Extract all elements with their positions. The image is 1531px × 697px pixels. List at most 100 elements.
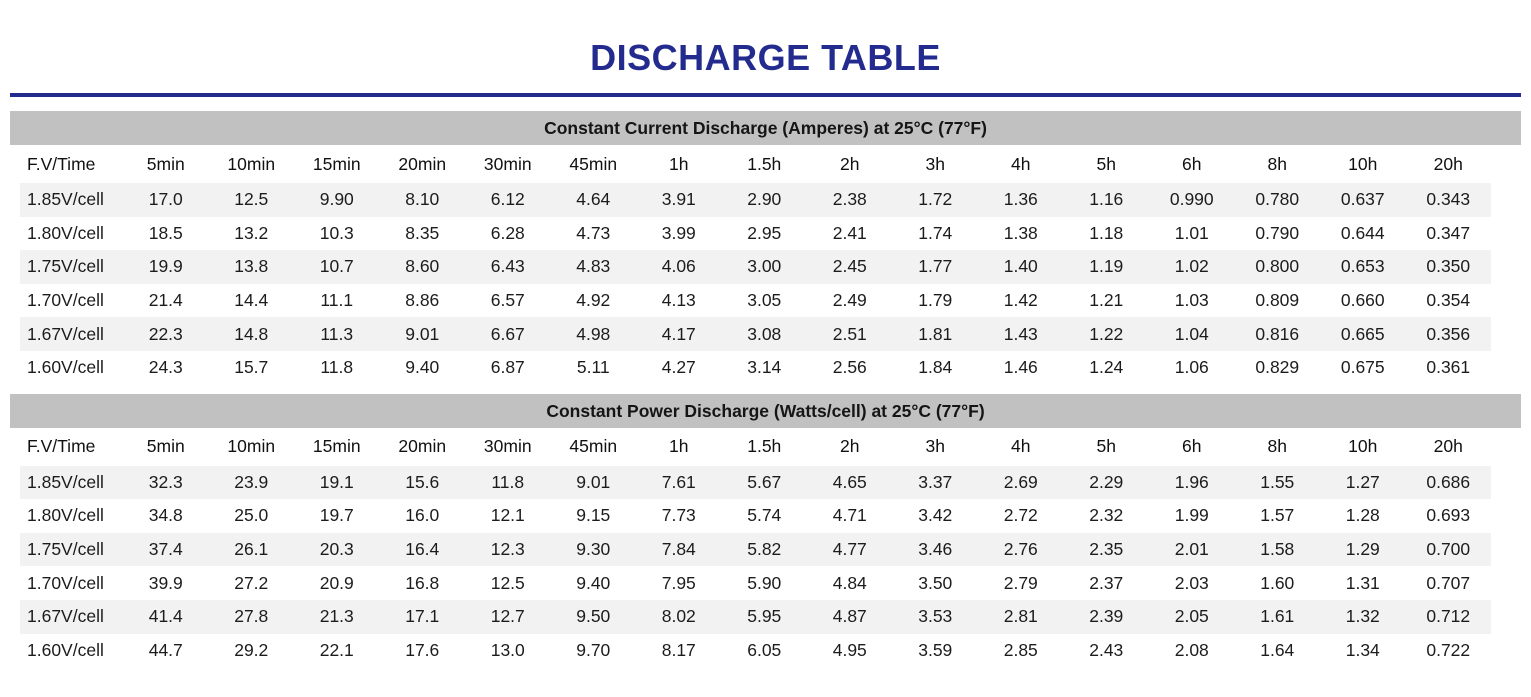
cell-value: 2.72 — [1003, 505, 1038, 526]
time-column-header: 2h — [840, 436, 860, 457]
cell-value: 1.58 — [1260, 539, 1295, 560]
cell-value: 2.03 — [1174, 572, 1209, 593]
cell-value: 2.41 — [832, 222, 867, 243]
cell-value: 1.27 — [1345, 471, 1380, 492]
cell-value: 4.06 — [661, 256, 696, 277]
section-header-constant-power: Constant Power Discharge (Watts/cell) at… — [10, 393, 1521, 428]
cell-value: 0.712 — [1426, 606, 1471, 627]
cell-value: 29.2 — [234, 639, 269, 660]
cell-value: 4.65 — [832, 471, 867, 492]
cell-value: 1.84 — [918, 357, 953, 378]
cell-value: 11.8 — [320, 357, 354, 378]
row-label: 1.75V/cell — [27, 539, 104, 560]
table-body: 1.85V/cell 17.0 12.5 9.90 8.10 6.12 4.64 3.91 2.… — [20, 183, 1491, 385]
cell-value: 1.02 — [1174, 256, 1209, 277]
cell-value: 9.01 — [405, 323, 440, 344]
cell-value: 2.76 — [1003, 539, 1038, 560]
cell-value: 1.74 — [918, 222, 953, 243]
cell-value: 9.40 — [576, 572, 611, 593]
cell-value: 2.35 — [1089, 539, 1124, 560]
cell-value: 1.43 — [1003, 323, 1038, 344]
cell-value: 0.354 — [1426, 290, 1471, 311]
cell-value: 0.343 — [1426, 189, 1471, 210]
cell-value: 13.2 — [234, 222, 269, 243]
cell-value: 1.19 — [1089, 256, 1124, 277]
cell-value: 24.3 — [148, 357, 183, 378]
time-column-header: 5h — [1096, 436, 1116, 457]
cell-value: 6.57 — [490, 290, 525, 311]
row-label: 1.70V/cell — [27, 290, 104, 311]
time-column-header: 10h — [1348, 153, 1378, 174]
table-row: 1.75V/cell 37.4 26.1 20.3 16.4 12.3 9.30 7.84 5.… — [20, 532, 1491, 567]
cell-value: 0.990 — [1169, 189, 1214, 210]
cell-value: 26.1 — [234, 539, 269, 560]
cell-value: 4.27 — [661, 357, 696, 378]
cell-value: 8.60 — [405, 256, 440, 277]
cell-value: 4.95 — [832, 639, 867, 660]
time-column-header: 6h — [1182, 436, 1202, 457]
cell-value: 6.12 — [490, 189, 525, 210]
cell-value: 2.51 — [832, 323, 867, 344]
cell-value: 19.7 — [319, 505, 354, 526]
time-column-header: 4h — [1011, 436, 1031, 457]
cell-value: 0.644 — [1340, 222, 1385, 243]
cell-value: 10.3 — [319, 222, 354, 243]
cell-value: 5.74 — [747, 505, 782, 526]
cell-value: 9.40 — [405, 357, 440, 378]
cell-value: 0.347 — [1426, 222, 1471, 243]
table-row: 1.80V/cell 18.5 13.2 10.3 8.35 6.28 4.73 3.99 2.… — [20, 217, 1491, 251]
cell-value: 27.2 — [234, 572, 269, 593]
cell-value: 20.9 — [319, 572, 354, 593]
time-column-header: 1h — [669, 436, 689, 457]
row-label: 1.60V/cell — [27, 357, 104, 378]
cell-value: 22.3 — [148, 323, 183, 344]
cell-value: 4.73 — [576, 222, 611, 243]
cell-value: 1.29 — [1345, 539, 1380, 560]
cell-value: 6.05 — [747, 639, 782, 660]
time-column-header: 15min — [312, 153, 361, 174]
cell-value: 0.350 — [1426, 256, 1471, 277]
cell-value: 39.9 — [148, 572, 183, 593]
fv-time-column-header: F.V/Time — [27, 436, 96, 457]
cell-value: 3.53 — [918, 606, 953, 627]
cell-value: 11.3 — [320, 323, 354, 344]
cell-value: 0.693 — [1426, 505, 1471, 526]
cell-value: 21.3 — [319, 606, 354, 627]
cell-value: 1.77 — [918, 256, 953, 277]
cell-value: 19.9 — [148, 256, 183, 277]
cell-value: 3.50 — [918, 572, 953, 593]
cell-value: 44.7 — [148, 639, 183, 660]
cell-value: 2.08 — [1174, 639, 1209, 660]
cell-value: 1.55 — [1260, 471, 1295, 492]
cell-value: 12.5 — [490, 572, 525, 593]
table-header: F.V/Time 5min 10min 15min 20min 30min 45min 1h 1… — [20, 145, 1491, 183]
time-column-header: 30min — [483, 153, 532, 174]
time-column-header: 10min — [227, 436, 276, 457]
cell-value: 13.8 — [234, 256, 269, 277]
cell-value: 1.36 — [1003, 189, 1038, 210]
section-constant-current: Constant Current Discharge (Amperes) at … — [0, 111, 1531, 385]
cell-value: 1.31 — [1345, 572, 1380, 593]
cell-value: 3.91 — [661, 189, 696, 210]
cell-value: 4.77 — [832, 539, 867, 560]
cell-value: 3.08 — [747, 323, 782, 344]
page-title: DISCHARGE TABLE — [590, 37, 941, 78]
cell-value: 13.0 — [490, 639, 525, 660]
row-label: 1.67V/cell — [27, 606, 104, 627]
cell-value: 2.05 — [1174, 606, 1209, 627]
table-row: 1.85V/cell 32.3 23.9 19.1 15.6 11.8 9.01 7.61 5.… — [20, 465, 1491, 500]
time-column-header: 8h — [1267, 436, 1287, 457]
column-header-row: F.V/Time 5min 10min 15min 20min 30min 45min 1h 1… — [20, 428, 1491, 466]
time-column-header: 1.5h — [747, 436, 782, 457]
cell-value: 0.780 — [1255, 189, 1300, 210]
constant-power-table: F.V/Time 5min 10min 15min 20min 30min 45min 1h 1… — [20, 428, 1491, 668]
section-header-constant-current: Constant Current Discharge (Amperes) at … — [10, 111, 1521, 145]
cell-value: 4.13 — [661, 290, 696, 311]
cell-value: 7.84 — [661, 539, 696, 560]
table-row: 1.60V/cell 44.7 29.2 22.1 17.6 13.0 9.70 8.17 6.… — [20, 634, 1491, 668]
cell-value: 3.42 — [918, 505, 953, 526]
cell-value: 5.67 — [747, 471, 782, 492]
cell-value: 8.02 — [661, 606, 696, 627]
cell-value: 8.17 — [661, 639, 696, 660]
